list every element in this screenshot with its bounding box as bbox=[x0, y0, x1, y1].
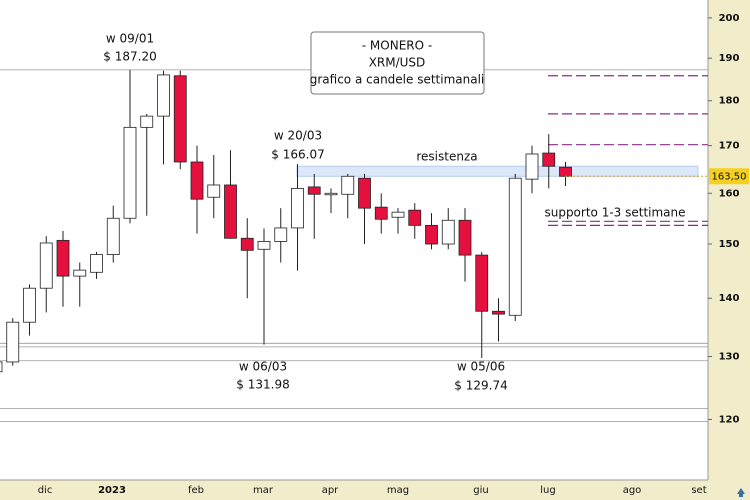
candle-body bbox=[408, 209, 422, 226]
candle-body bbox=[6, 321, 20, 363]
candle-body bbox=[56, 239, 70, 277]
candle-body bbox=[240, 237, 254, 251]
candle-body bbox=[559, 166, 572, 177]
y-tick-label: 180 bbox=[719, 96, 740, 107]
title-line: grafico a candele settimanali bbox=[310, 73, 485, 87]
candle-body bbox=[475, 254, 489, 312]
x-tick-label: mar bbox=[253, 485, 274, 496]
candle-body bbox=[274, 227, 288, 242]
candle-body bbox=[324, 192, 338, 196]
annotation: $ 187.20 bbox=[103, 50, 156, 64]
candle-body bbox=[291, 187, 304, 229]
y-tick-label: 120 bbox=[719, 414, 740, 425]
annotation: $ 129.74 bbox=[454, 379, 507, 393]
title-line: - MONERO - bbox=[362, 39, 432, 53]
candle-body bbox=[374, 206, 388, 220]
candle-body bbox=[0, 361, 3, 373]
y-axis-panel bbox=[708, 0, 750, 500]
candle-body bbox=[508, 177, 522, 316]
y-tick-label: 130 bbox=[719, 352, 740, 363]
candle-body bbox=[391, 211, 405, 218]
candle-body bbox=[542, 152, 556, 167]
scroll-icon[interactable] bbox=[737, 488, 745, 497]
candle-body bbox=[23, 287, 36, 323]
x-tick-label: apr bbox=[322, 485, 339, 496]
candle-body bbox=[441, 219, 455, 245]
candle-body bbox=[207, 184, 221, 198]
annotation: w 09/01 bbox=[106, 32, 154, 46]
x-tick-label: 2023 bbox=[98, 485, 126, 496]
candle-body bbox=[90, 254, 103, 273]
y-tick-label: 200 bbox=[719, 13, 740, 24]
y-tick-label: 170 bbox=[719, 141, 740, 152]
y-tick-label: 160 bbox=[719, 188, 740, 199]
annotation: resistenza bbox=[416, 150, 477, 164]
candle-body bbox=[525, 153, 539, 180]
candle-body bbox=[106, 217, 120, 255]
candle-body bbox=[173, 75, 187, 163]
candle-body bbox=[492, 310, 505, 315]
candle-body bbox=[257, 240, 271, 250]
candle-body bbox=[39, 242, 53, 289]
candle-body bbox=[307, 186, 321, 195]
candle-body bbox=[341, 175, 355, 195]
annotation: $ 166.07 bbox=[271, 148, 324, 162]
title-box bbox=[310, 31, 485, 95]
annotation: supporto 1-3 settimane bbox=[544, 206, 685, 220]
y-tick-label: 140 bbox=[719, 293, 740, 304]
y-tick-label: 150 bbox=[719, 239, 740, 250]
candle-body bbox=[190, 161, 204, 200]
candle-body bbox=[123, 126, 137, 219]
candle-body bbox=[358, 177, 371, 209]
resistance-band bbox=[296, 165, 699, 177]
layer: 120 130 140 150 160 170 180 190 200 dic 2023 feb mar… bbox=[0, 13, 739, 496]
title-line: XRM/USD bbox=[369, 56, 426, 70]
candle-body bbox=[425, 224, 438, 245]
candle-body bbox=[157, 74, 170, 117]
x-tick-label: feb bbox=[188, 485, 204, 496]
annotation: w 05/06 bbox=[457, 360, 505, 374]
x-tick-label: set bbox=[691, 485, 706, 496]
candle-body bbox=[73, 269, 87, 277]
candle-body bbox=[140, 115, 154, 128]
y-tick-label: 190 bbox=[719, 53, 740, 64]
annotation: w 06/03 bbox=[239, 360, 287, 374]
x-tick-label: giu bbox=[473, 485, 488, 496]
candle-body bbox=[224, 184, 237, 239]
x-tick-label: mag bbox=[387, 485, 409, 496]
x-axis-panel bbox=[0, 480, 708, 500]
annotation: w 20/03 bbox=[274, 129, 322, 143]
x-tick-label: lug bbox=[540, 485, 555, 496]
annotation: $ 131.98 bbox=[236, 378, 289, 392]
last-price-label: 163,50 bbox=[712, 171, 747, 182]
last-price-box bbox=[709, 168, 749, 185]
x-tick-label: dic bbox=[38, 485, 53, 496]
candle-body bbox=[458, 219, 472, 256]
x-tick-label: ago bbox=[623, 485, 642, 496]
